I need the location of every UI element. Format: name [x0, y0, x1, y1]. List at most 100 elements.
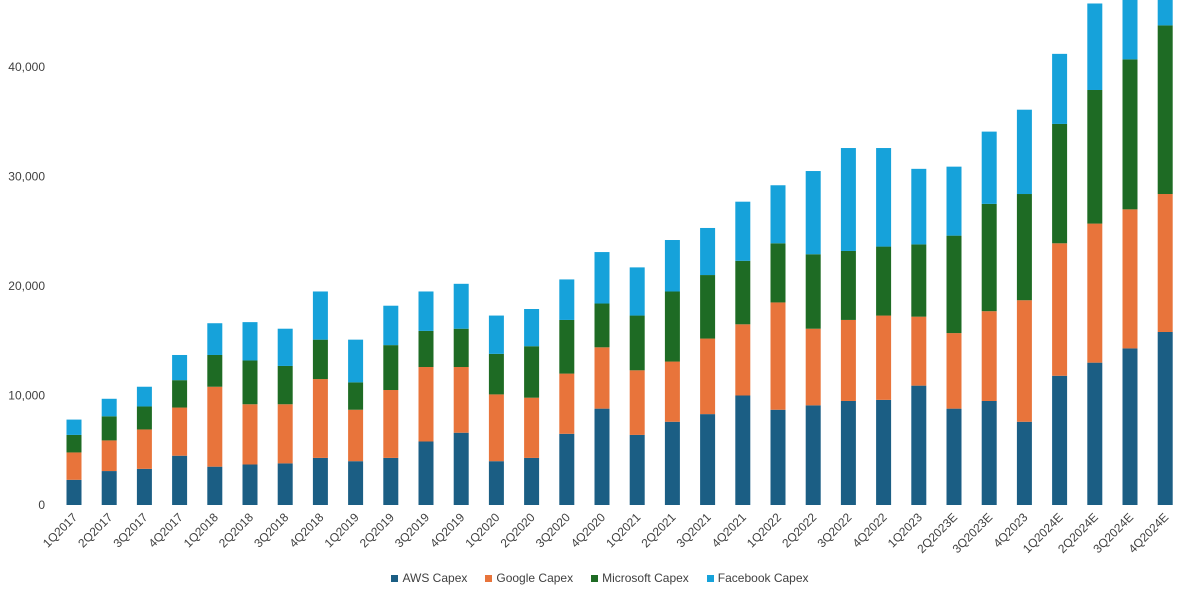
bar-facebook-capex-1q2021 [629, 267, 645, 316]
bar-aws-capex-3q2020 [559, 433, 575, 505]
bar-microsoft-capex-2q2024e [1087, 90, 1103, 224]
bar-google-capex-1q2022 [770, 302, 786, 410]
x-tick-label: 3Q2019 [392, 510, 432, 550]
bar-aws-capex-4q2017 [172, 455, 188, 505]
x-tick-label: 2Q2018 [216, 510, 256, 550]
bar-microsoft-capex-1q2020 [488, 353, 504, 395]
bar-microsoft-capex-2q2017 [101, 416, 117, 441]
x-tick-label: 2Q2022 [779, 510, 819, 550]
x-tick-label: 2Q2020 [498, 510, 538, 550]
bar-microsoft-capex-1q2024e [1052, 123, 1068, 244]
bar-microsoft-capex-1q2021 [629, 315, 645, 371]
bar-facebook-capex-2q2021 [664, 240, 680, 292]
bar-aws-capex-2q2020 [524, 457, 540, 505]
bar-aws-capex-1q2021 [629, 434, 645, 505]
x-tick-label: 1Q2020 [462, 510, 502, 550]
bar-google-capex-4q2024e [1157, 194, 1173, 332]
y-tick-label: 0 [38, 498, 45, 512]
legend-swatch-microsoft [591, 574, 599, 582]
bar-facebook-capex-1q2017 [66, 419, 82, 435]
bar-google-capex-4q2021 [735, 324, 751, 396]
bar-facebook-capex-4q2023 [1016, 109, 1032, 195]
bar-microsoft-capex-2q2023e [946, 235, 962, 334]
bar-facebook-capex-2q2017 [101, 398, 117, 417]
bar-google-capex-1q2024e [1052, 243, 1068, 376]
bar-aws-capex-2q2019 [383, 457, 399, 505]
bar-facebook-capex-3q2021 [700, 227, 716, 276]
bar-microsoft-capex-3q2017 [136, 406, 152, 430]
bar-google-capex-1q2021 [629, 370, 645, 435]
bar-microsoft-capex-4q2020 [594, 303, 610, 348]
x-tick-label: 1Q2018 [181, 510, 221, 550]
x-tick-label: 4Q2021 [709, 510, 749, 550]
legend-item-aws: AWS Capex [391, 571, 467, 585]
bar-aws-capex-1q2017 [66, 479, 82, 505]
bar-aws-capex-1q2018 [207, 466, 223, 505]
legend-item-facebook: Facebook Capex [706, 571, 809, 585]
bar-microsoft-capex-2q2021 [664, 291, 680, 362]
bar-aws-capex-3q2023e [981, 400, 997, 505]
bar-google-capex-4q2023 [1016, 300, 1032, 422]
y-tick-label: 40,000 [8, 60, 45, 74]
x-tick-label: 3Q2021 [674, 510, 714, 550]
y-tick-label: 10,000 [8, 389, 45, 403]
bar-aws-capex-4q2022 [876, 399, 892, 505]
bar-microsoft-capex-1q2023 [911, 244, 927, 317]
bar-microsoft-capex-3q2019 [418, 330, 434, 368]
legend-label-google: Google Capex [496, 571, 574, 585]
bar-google-capex-1q2017 [66, 452, 82, 480]
bar-facebook-capex-3q2024e [1122, 0, 1138, 60]
bar-google-capex-2q2024e [1087, 223, 1103, 363]
bar-google-capex-3q2022 [840, 319, 856, 401]
bar-microsoft-capex-4q2017 [172, 380, 188, 408]
bar-google-capex-2q2017 [101, 440, 117, 472]
y-tick-label: 30,000 [8, 170, 45, 184]
bar-microsoft-capex-1q2019 [348, 382, 364, 410]
bar-facebook-capex-2q2024e [1087, 3, 1103, 90]
bar-facebook-capex-1q2020 [488, 315, 504, 354]
x-tick-label: 4Q2020 [568, 510, 608, 550]
legend-swatch-aws [391, 574, 399, 582]
bar-facebook-capex-3q2023e [981, 131, 997, 204]
bar-google-capex-4q2018 [312, 379, 328, 458]
bar-aws-capex-2q2018 [242, 464, 258, 505]
bar-microsoft-capex-1q2018 [207, 354, 223, 387]
bar-microsoft-capex-3q2024e [1122, 59, 1138, 210]
bar-microsoft-capex-4q2021 [735, 260, 751, 325]
bar-aws-capex-4q2023 [1016, 421, 1032, 505]
bar-facebook-capex-4q2018 [312, 291, 328, 340]
bar-aws-capex-2q2022 [805, 405, 821, 505]
chart-legend: AWS Capex Google Capex Microsoft Capex F… [0, 571, 1200, 585]
bar-aws-capex-4q2024e [1157, 331, 1173, 505]
bar-aws-capex-4q2020 [594, 408, 610, 505]
bar-aws-capex-3q2021 [700, 414, 716, 505]
bar-microsoft-capex-4q2022 [876, 246, 892, 316]
bar-facebook-capex-4q2019 [453, 283, 469, 329]
bar-aws-capex-1q2020 [488, 461, 504, 505]
bar-facebook-capex-1q2022 [770, 185, 786, 244]
bar-aws-capex-2q2021 [664, 421, 680, 505]
bar-facebook-capex-1q2024e [1052, 53, 1068, 124]
legend-label-facebook: Facebook Capex [717, 571, 809, 585]
legend-item-microsoft: Microsoft Capex [591, 571, 689, 585]
bar-google-capex-2q2018 [242, 404, 258, 465]
bar-facebook-capex-3q2019 [418, 291, 434, 331]
bar-microsoft-capex-2q2022 [805, 254, 821, 329]
bar-facebook-capex-2q2018 [242, 322, 258, 361]
x-tick-label: 4Q2022 [850, 510, 890, 550]
bar-microsoft-capex-2q2019 [383, 345, 399, 391]
bar-google-capex-3q2021 [700, 338, 716, 415]
bar-aws-capex-2q2023e [946, 408, 962, 505]
bar-google-capex-1q2023 [911, 316, 927, 386]
bar-facebook-capex-2q2020 [524, 309, 540, 347]
bar-microsoft-capex-3q2018 [277, 365, 293, 405]
bar-google-capex-2q2022 [805, 328, 821, 406]
bar-google-capex-4q2019 [453, 367, 469, 433]
bar-google-capex-1q2019 [348, 409, 364, 462]
bar-google-capex-4q2017 [172, 407, 188, 456]
bar-facebook-capex-4q2022 [876, 148, 892, 247]
bar-aws-capex-4q2019 [453, 432, 469, 505]
bar-google-capex-3q2017 [136, 429, 152, 469]
legend-item-google: Google Capex [485, 571, 573, 585]
